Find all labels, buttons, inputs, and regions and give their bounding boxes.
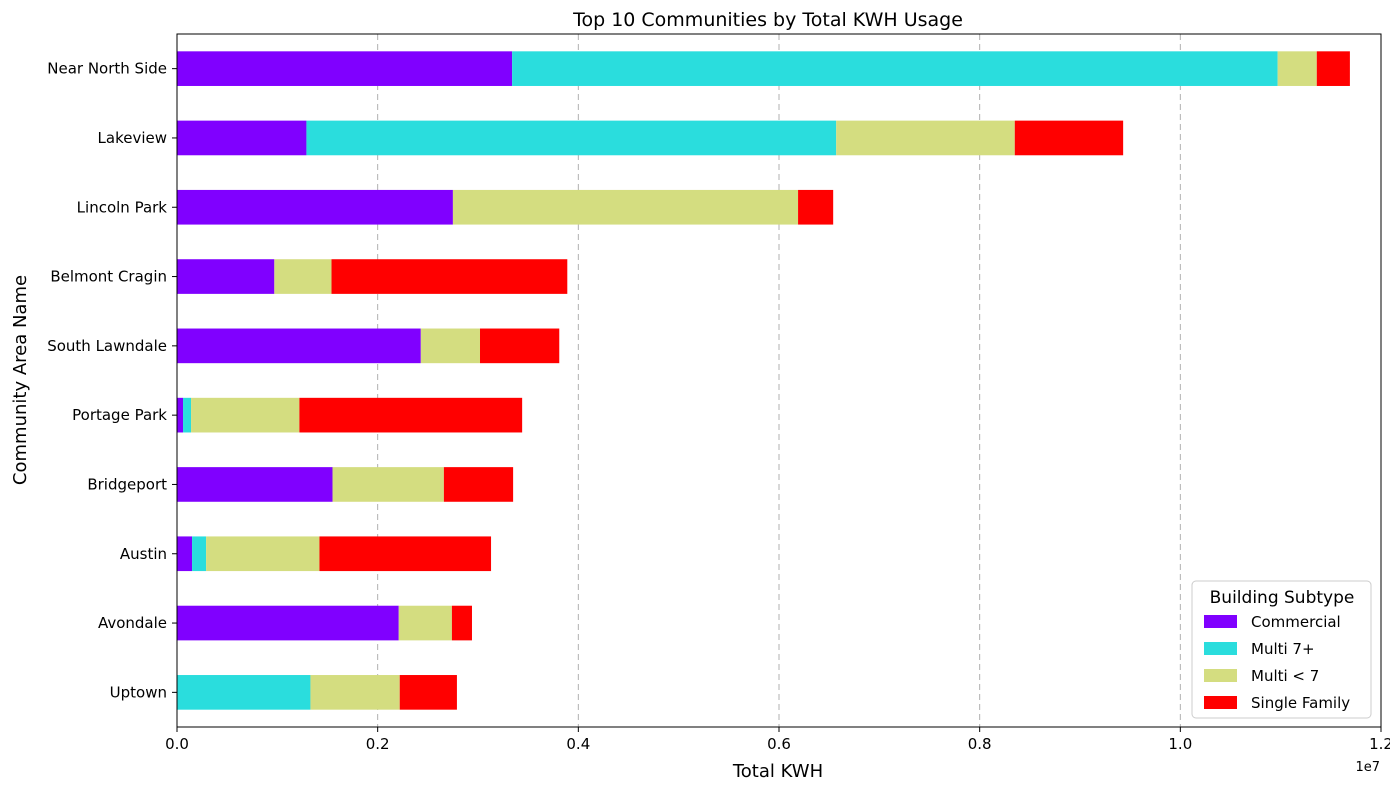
bar-segment — [177, 397, 184, 433]
x-tick-label: 0.8 — [968, 735, 992, 753]
bar-segment — [443, 467, 514, 502]
y-ticks: Near North Side Lakeview Lincoln Park Belmo… — [47, 60, 177, 701]
legend-label: Commercial — [1251, 613, 1341, 631]
x-tick-label: 0.0 — [165, 735, 189, 753]
bar-segment — [331, 259, 568, 294]
bar-segment — [192, 536, 207, 572]
y-tick-label: Avondale — [98, 614, 167, 632]
legend-swatch — [1204, 642, 1237, 655]
bar-segment — [1277, 51, 1317, 86]
y-tick-label: Austin — [120, 545, 167, 563]
bar-segment — [319, 536, 492, 572]
legend-title: Building Subtype — [1210, 588, 1355, 608]
bar-segment — [398, 605, 452, 641]
bar-segment — [451, 605, 472, 641]
bar-segment — [420, 328, 481, 364]
legend-swatch — [1204, 615, 1237, 628]
bar-segment — [299, 397, 523, 433]
legend-label: Single Family — [1251, 694, 1350, 712]
bar-segment — [191, 397, 300, 433]
legend-label: Multi 7+ — [1251, 640, 1315, 658]
x-offset-label: 1e7 — [1355, 760, 1380, 775]
bar-segment — [1316, 51, 1350, 86]
x-tick-label: 1.2 — [1369, 735, 1390, 753]
y-tick-label: Portage Park — [72, 406, 167, 424]
bar-segment — [177, 675, 311, 710]
legend: Building Subtype Commercial Multi 7+ Multi… — [1191, 580, 1372, 719]
y-tick-label: Belmont Cragin — [50, 268, 167, 286]
x-tick-label: 0.6 — [767, 735, 791, 753]
bar-segment — [512, 51, 1278, 86]
bar-segment — [177, 328, 421, 364]
bar-segment — [274, 259, 332, 294]
chart-title: Top 10 Communities by Total KWH Usage — [572, 9, 963, 31]
bar-segment — [332, 467, 444, 502]
bar-segment — [177, 605, 399, 641]
bar-segment — [306, 120, 837, 156]
x-tick-label: 0.2 — [366, 735, 390, 753]
y-tick-label: Uptown — [110, 683, 167, 701]
bar-segment — [798, 189, 834, 225]
bar-segment — [183, 397, 192, 433]
legend-label: Multi < 7 — [1251, 667, 1319, 685]
bar-segment — [206, 536, 320, 572]
legend-swatch — [1204, 669, 1237, 682]
bar-segment — [177, 467, 333, 502]
legend-swatch — [1204, 696, 1237, 709]
y-tick-label: Lincoln Park — [77, 198, 168, 216]
x-ticks: 0.0 0.2 0.4 0.6 0.8 1.0 1.2 — [165, 727, 1390, 753]
y-tick-label: Bridgeport — [87, 475, 167, 493]
legend-items: Commercial Multi 7+ Multi < 7 Single Family — [1204, 613, 1350, 712]
y-tick-label: Lakeview — [98, 129, 167, 147]
x-axis-label: Total KWH — [732, 761, 823, 782]
x-tick-label: 0.4 — [566, 735, 590, 753]
bar-segment — [177, 120, 307, 156]
bars — [177, 51, 1350, 710]
bar-segment — [177, 189, 453, 225]
bar-segment — [177, 259, 275, 294]
bar-segment — [310, 675, 400, 710]
y-tick-label: Near North Side — [47, 60, 167, 78]
bar-segment — [452, 189, 799, 225]
bar-segment — [399, 675, 457, 710]
y-axis-label: Community Area Name — [10, 275, 31, 485]
bar-segment — [177, 51, 513, 86]
bar-segment — [480, 328, 560, 364]
bar-segment — [177, 536, 193, 572]
bar-segment — [836, 120, 1015, 156]
x-tick-label: 1.0 — [1168, 735, 1192, 753]
y-tick-label: South Lawndale — [47, 337, 167, 355]
bar-segment — [1014, 120, 1124, 156]
